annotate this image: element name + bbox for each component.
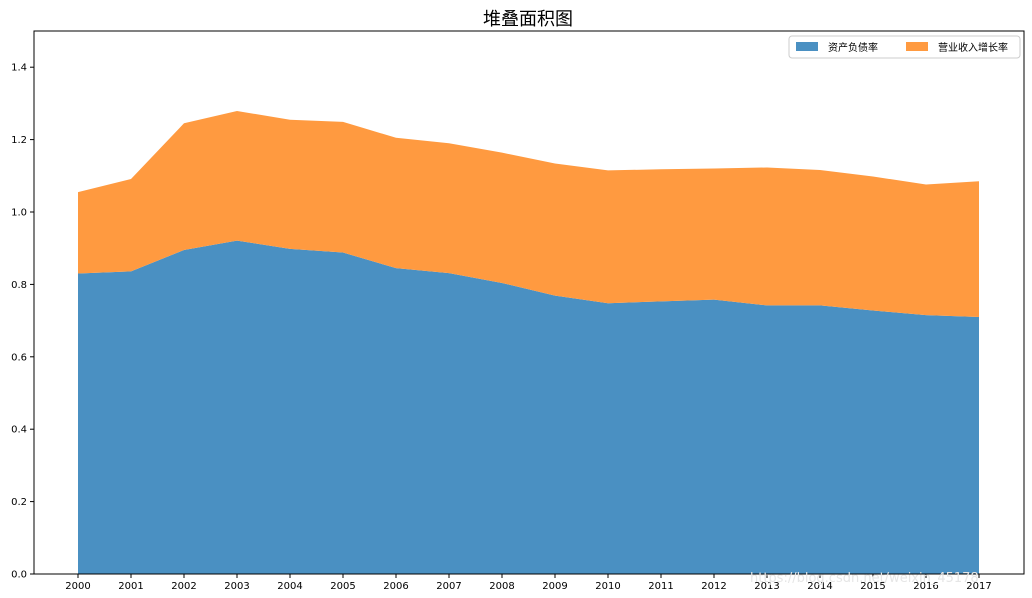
x-tick-label: 2002 <box>171 581 196 592</box>
x-tick-label: 2006 <box>383 581 408 592</box>
x-tick-label: 2007 <box>436 581 461 592</box>
legend-swatch-1 <box>906 42 928 51</box>
x-tick-label: 2003 <box>224 581 249 592</box>
x-tick-label: 2015 <box>860 581 885 592</box>
axes-frame <box>33 30 1025 575</box>
x-tick-label: 2013 <box>754 581 779 592</box>
x-tick-label: 2004 <box>277 581 302 592</box>
x-tick-label: 2009 <box>542 581 567 592</box>
y-tick-label: 1.0 <box>11 208 27 219</box>
y-tick-label: 0.6 <box>11 352 27 363</box>
x-tick-label: 2012 <box>701 581 726 592</box>
x-tick-label: 2017 <box>966 581 991 592</box>
legend-label-0: 资产负债率 <box>828 41 878 54</box>
area-series-1 <box>78 111 979 317</box>
x-tick-label: 2011 <box>648 581 673 592</box>
legend-label-1: 营业收入增长率 <box>938 41 1008 54</box>
y-tick-label: 0.8 <box>11 280 27 291</box>
legend: 资产负债率 营业收入增长率 <box>788 35 1021 59</box>
x-tick-label: 2000 <box>65 581 90 592</box>
x-tick-label: 2005 <box>330 581 355 592</box>
x-tick-label: 2014 <box>807 581 832 592</box>
legend-swatch-0 <box>796 42 818 51</box>
y-tick-label: 1.2 <box>11 135 27 146</box>
y-tick-label: 0.4 <box>11 425 27 436</box>
x-tick-label: 2010 <box>595 581 620 592</box>
y-tick-label: 1.4 <box>11 63 27 74</box>
x-tick-label: 2008 <box>489 581 514 592</box>
y-tick-label: 0.0 <box>11 570 27 581</box>
watermark: https://blog.csdn.net/weixin_45178 <box>750 571 979 586</box>
y-tick-label: 0.2 <box>11 497 27 508</box>
x-tick-label: 2001 <box>118 581 143 592</box>
x-tick-label: 2016 <box>913 581 938 592</box>
area-series-0 <box>78 240 979 574</box>
chart-title: 堆叠面积图 <box>483 9 573 30</box>
plot-area: 2000 2001 2002 2003 2004 2005 2006 2007 2008 2009… <box>11 30 1025 592</box>
legend-box <box>788 35 1021 59</box>
